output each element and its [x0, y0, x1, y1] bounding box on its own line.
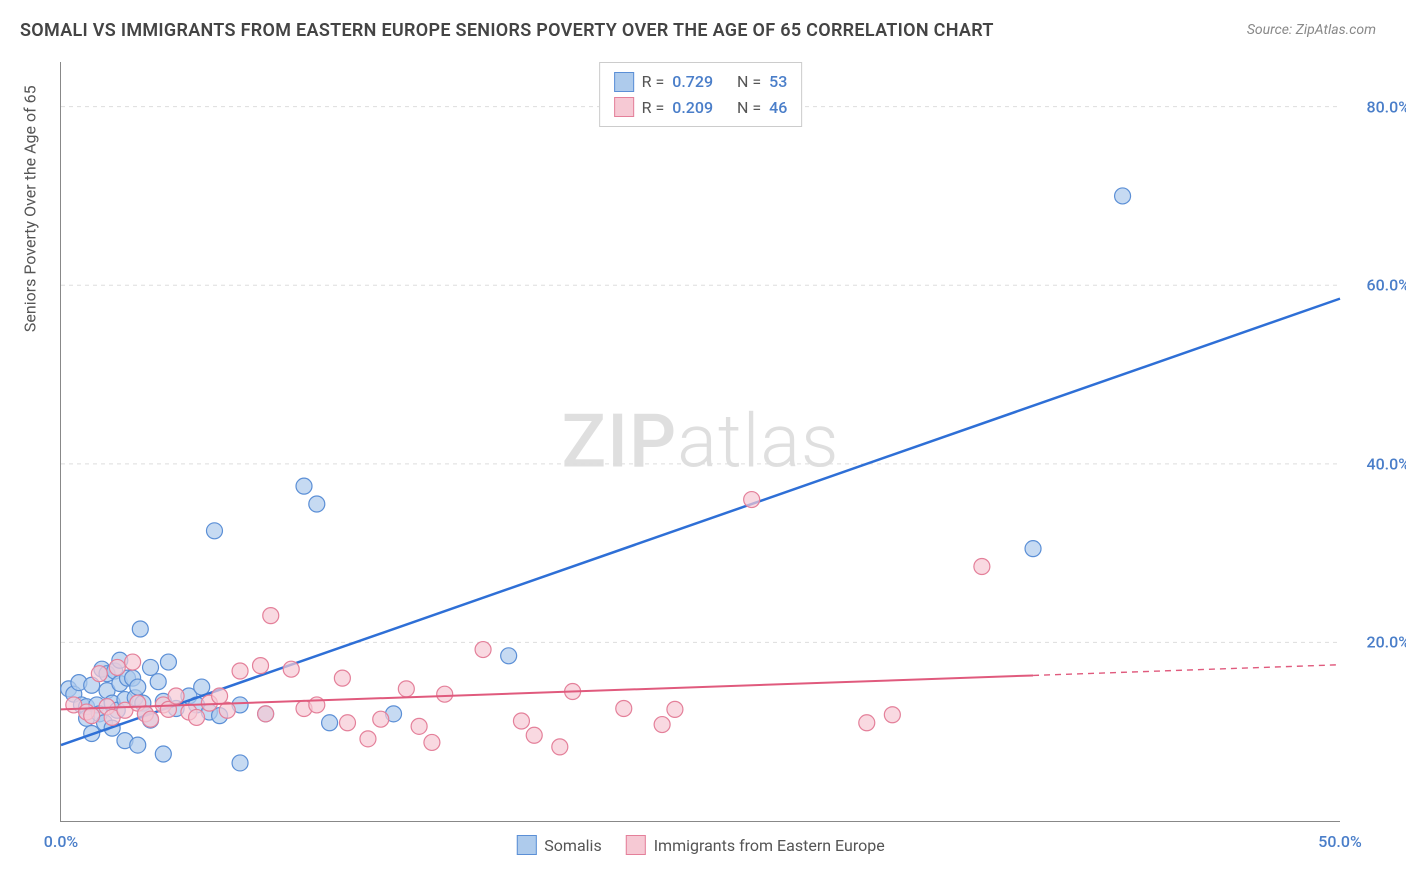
r-label-2: R = [642, 95, 665, 121]
ytick-label: 80.0% [1366, 97, 1406, 116]
source-attribution: Source: ZipAtlas.com [1247, 22, 1376, 38]
r-value-1: 0.729 [672, 69, 713, 95]
legend-correlation: R = 0.729 N = 53 R = 0.209 N = 46 [599, 62, 803, 127]
chart-title: SOMALI VS IMMIGRANTS FROM EASTERN EUROPE… [20, 20, 994, 41]
swatch-series-1 [614, 72, 634, 92]
swatch-series-2 [614, 97, 634, 117]
n-label: N = [737, 69, 761, 95]
legend-label-2: Immigrants from Eastern Europe [654, 836, 885, 855]
xtick-label: 0.0% [44, 832, 78, 851]
ytick-label: 20.0% [1366, 633, 1406, 652]
legend-row-series-1: R = 0.729 N = 53 [614, 69, 788, 95]
ytick-label: 60.0% [1366, 276, 1406, 295]
plot-svg [61, 62, 1340, 821]
r-value-2: 0.209 [672, 95, 713, 121]
swatch-bottom-1 [516, 835, 536, 855]
legend-item-1: Somalis [516, 835, 601, 855]
n-label-2: N = [737, 95, 761, 121]
xtick-label: 50.0% [1318, 832, 1362, 851]
y-axis-label: Seniors Poverty Over the Age of 65 [21, 85, 40, 332]
correlation-chart: SOMALI VS IMMIGRANTS FROM EASTERN EUROPE… [0, 0, 1406, 892]
r-label: R = [642, 69, 665, 95]
ytick-label: 40.0% [1366, 454, 1406, 473]
legend-label-1: Somalis [544, 836, 601, 855]
legend-series: Somalis Immigrants from Eastern Europe [516, 835, 884, 855]
legend-row-series-2: R = 0.209 N = 46 [614, 95, 788, 121]
plot-area: ZIPatlas R = 0.729 N = 53 R = 0.209 N = … [60, 62, 1340, 822]
n-value-1: 53 [769, 69, 787, 95]
n-value-2: 46 [769, 95, 787, 121]
swatch-bottom-2 [626, 835, 646, 855]
legend-item-2: Immigrants from Eastern Europe [626, 835, 885, 855]
